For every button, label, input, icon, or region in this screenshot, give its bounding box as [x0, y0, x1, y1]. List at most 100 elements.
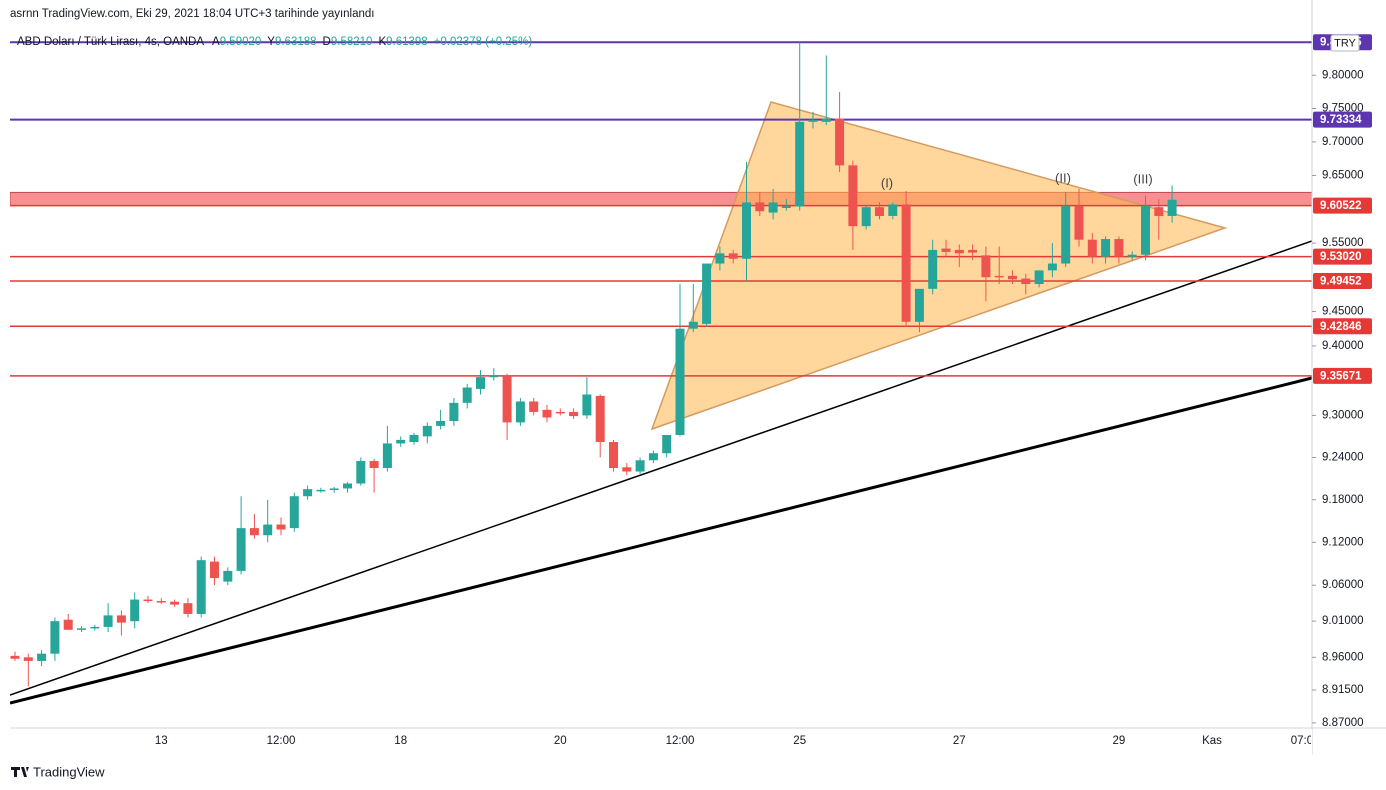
- y-tick-label: 9.55000: [1322, 237, 1364, 249]
- y-tick-label: 9.70000: [1322, 136, 1364, 148]
- y-tick-label: 9.06000: [1322, 579, 1364, 591]
- candle-body: [249, 528, 259, 536]
- candle-body: [236, 528, 246, 571]
- x-tick-label: 29: [1113, 735, 1126, 747]
- candle-body: [675, 328, 685, 435]
- x-tick-label: 25: [793, 735, 806, 747]
- candle-body: [768, 202, 778, 213]
- candle-body: [170, 601, 180, 605]
- candle-body: [196, 560, 206, 614]
- candle-body: [10, 655, 20, 659]
- candle-body: [875, 207, 884, 216]
- candle-body: [50, 621, 60, 654]
- candle-body: [329, 488, 339, 490]
- legend: ABD Doları / Türk Lirası, 4s, OANDA A9.59…: [17, 36, 532, 48]
- x-tick-label: 27: [953, 735, 966, 747]
- candle-body: [476, 377, 485, 389]
- candle-body: [116, 615, 126, 623]
- wave-label: (III): [1133, 171, 1153, 186]
- candle-body: [356, 460, 366, 484]
- y-tick-label: 9.12000: [1322, 536, 1364, 548]
- candle-body: [542, 409, 552, 418]
- candle-body: [569, 411, 579, 417]
- candle-body: [130, 599, 140, 622]
- wave-label: (II): [1055, 170, 1071, 185]
- candle-body: [156, 601, 166, 603]
- legend-symbol: ABD Doları / Türk Lirası, 4s, OANDA: [17, 36, 204, 48]
- candle-body: [90, 626, 100, 629]
- price-label: 9.73334: [1320, 114, 1362, 126]
- candle-body: [981, 255, 991, 278]
- price-label-bg: [1313, 367, 1372, 384]
- candle-body: [835, 118, 845, 166]
- legend-key: A: [212, 36, 220, 48]
- candle-body: [1114, 239, 1124, 257]
- x-tick-label: 13: [155, 735, 168, 747]
- trend-line: [10, 376, 1312, 705]
- currency-badge-bg: [1330, 34, 1360, 52]
- legend-change: +0.02378 (+0.25%): [434, 36, 533, 48]
- legend-value: 9.59020: [220, 36, 262, 48]
- price-label-bg: [1313, 111, 1372, 128]
- candle-body: [210, 561, 219, 579]
- candle-body: [688, 321, 698, 329]
- price-label: 9.60522: [1320, 200, 1362, 212]
- candle-body: [808, 119, 818, 122]
- candle-body: [622, 467, 632, 472]
- price-label: 9.35671: [1320, 370, 1362, 382]
- candle-body: [422, 425, 432, 437]
- candle-body: [954, 249, 964, 254]
- candle-body: [489, 375, 499, 378]
- candle-body: [1008, 275, 1017, 280]
- plot-area: (I) (II) (III): [10, 41, 1312, 705]
- legend-value: 9.58210: [331, 36, 373, 48]
- candle-body: [702, 263, 712, 324]
- x-tick-label: 07:00: [1291, 735, 1320, 747]
- candle-body: [914, 288, 924, 322]
- candle-body: [1087, 239, 1097, 257]
- candle-body: [1061, 205, 1071, 264]
- candle-body: [821, 118, 831, 122]
- legend-key: D: [323, 36, 331, 48]
- y-tick-label: 9.45000: [1322, 306, 1364, 318]
- candle-body: [462, 387, 472, 403]
- x-tick-label: 12:00: [267, 735, 296, 747]
- price-label-bg: [1313, 248, 1372, 265]
- price-label: 9.49452: [1320, 275, 1362, 287]
- axes: 9.80000 9.75000 9.70000 9.65000 9.55000 9.450…: [0, 0, 1386, 755]
- candle-body: [409, 434, 419, 442]
- candle-body: [369, 460, 379, 468]
- y-tick-label: 9.40000: [1322, 340, 1364, 352]
- legend-key: K: [378, 36, 386, 48]
- candle-body: [1034, 270, 1044, 285]
- header: asrnn TradingView.com, Eki 29, 2021 18:0…: [10, 8, 375, 20]
- candle-body: [37, 653, 47, 661]
- y-tick-label: 9.30000: [1322, 409, 1364, 421]
- candle-body: [396, 439, 406, 444]
- candle-body: [662, 434, 672, 454]
- candle-body: [1127, 254, 1137, 257]
- candle-body: [781, 206, 791, 208]
- x-tick-label: Kas: [1202, 735, 1222, 747]
- y-tick-label: 8.96000: [1322, 651, 1364, 663]
- price-label-bg: [1313, 197, 1372, 214]
- x-axis-bg: [0, 729, 1312, 755]
- y-tick-label: 9.18000: [1322, 494, 1364, 506]
- candle-body: [1021, 278, 1031, 285]
- candle-body: [23, 657, 33, 661]
- candle-body: [223, 570, 233, 582]
- candle-body: [861, 207, 871, 227]
- candle-body: [515, 401, 525, 423]
- footer-logo-text: TradingView: [33, 764, 105, 779]
- candle-body: [529, 401, 539, 412]
- y-tick-label: 8.87000: [1322, 717, 1364, 729]
- x-tick-label: 18: [394, 735, 407, 747]
- candle-body: [728, 253, 738, 259]
- candle-body: [1047, 263, 1057, 271]
- x-tick-label: 20: [554, 735, 567, 747]
- candle-body: [343, 483, 352, 489]
- price-label-bg: [1313, 318, 1372, 335]
- y-tick-label: 9.01000: [1322, 615, 1364, 627]
- y-tick-label: 9.24000: [1322, 451, 1364, 463]
